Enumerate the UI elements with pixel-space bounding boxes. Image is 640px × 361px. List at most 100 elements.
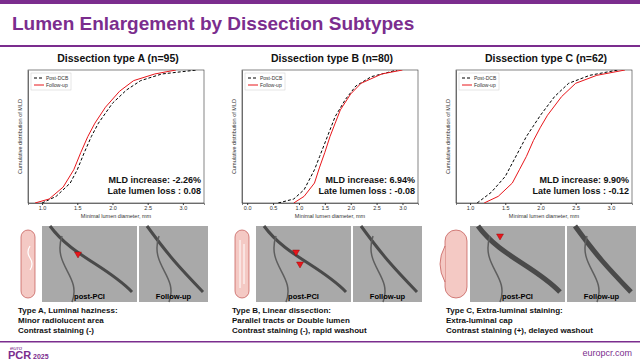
x-tick-label: 3.0: [399, 205, 407, 211]
y-axis: [456, 71, 457, 204]
image-label: post-PCI: [288, 292, 319, 301]
x-axis: 1.0 1.5 2.0 2.5 3.0: [457, 203, 633, 211]
legend-label: Post-DCB: [260, 75, 283, 81]
y-axis-line: [28, 71, 29, 204]
arrow-marker: [75, 252, 82, 258]
vessel-cartoon: [21, 230, 35, 298]
header-band: [0, 0, 640, 4]
legend-label: Follow-up: [474, 82, 496, 88]
vessel-detail: [28, 246, 32, 270]
vessel-cartoon: [445, 230, 467, 298]
legend-box: [245, 73, 285, 90]
caption-line: Contrast staining (-), rapid washout: [232, 326, 367, 335]
legend: Post-DCBFollow-up: [459, 73, 499, 90]
vessel-cartoon: [235, 230, 249, 298]
vessel-detail: [244, 244, 245, 284]
annotation: Late lumen loss : -0.08: [318, 186, 415, 196]
vessel-shadow: [488, 236, 502, 302]
legend-swatch: [462, 85, 472, 86]
angiogram-image: [42, 226, 137, 302]
chart-title: Dissection type B (n=80): [271, 52, 393, 64]
legend-label: Post-DCB: [46, 75, 69, 81]
caption-line: Minor radiolucent area: [18, 316, 104, 325]
vessel-shadow: [575, 226, 631, 292]
caption-line: Contrast staining (+), delayed washout: [446, 326, 593, 335]
x-tick-label: 2.0: [347, 205, 355, 211]
vessel-detail: [440, 246, 445, 282]
slide-title: Lumen Enlargement by Dissection Subtypes: [12, 13, 414, 34]
x-tick: 3.0: [608, 203, 616, 211]
chart-title: Dissection type A (n=95): [57, 52, 178, 64]
x-tick: 2.5: [572, 203, 580, 211]
y-axis-title: Cumulative distribution of MLD: [231, 99, 237, 174]
vessel-shadow: [60, 236, 74, 302]
x-tick: 2.5: [144, 203, 152, 211]
x-tick-label: 1.5: [74, 205, 82, 211]
arrow-marker: [297, 262, 304, 268]
legend-swatch: [34, 78, 44, 79]
chart-title: Dissection type C (n=62): [485, 52, 607, 64]
legend-label: Follow-up: [260, 82, 282, 88]
panel: post-PCIFollow-upType C, Extra-luminal s…: [440, 226, 636, 335]
x-tick-label: 1.5: [321, 205, 329, 211]
background: [0, 0, 640, 361]
x-tick: 2.0: [109, 203, 117, 211]
image-label: Follow-up: [370, 292, 406, 301]
image-label: Follow-up: [156, 292, 192, 301]
caption-line: Type C, Extra-luminal staining:: [446, 306, 563, 315]
x-tick-label: 1.5: [502, 205, 510, 211]
legend: Post-DCBFollow-up: [245, 73, 285, 90]
annotation: Late lumen loss : 0.08: [107, 186, 201, 196]
x-tick: 2.0: [537, 203, 545, 211]
y-axis: [242, 71, 243, 204]
legend-box: [31, 73, 71, 90]
x-tick-label: 2.0: [109, 205, 117, 211]
x-axis: 1.0 1.5 2.0 2.5 3.0: [29, 203, 205, 211]
footer-url: europcr.com: [582, 348, 632, 358]
x-tick: 1.0: [39, 203, 47, 211]
arrow-marker: [497, 234, 504, 240]
x-tick-label: 2.0: [537, 205, 545, 211]
legend-swatch: [248, 78, 258, 79]
vessel-shadow: [147, 226, 203, 292]
x-tick: 3.0: [180, 203, 188, 211]
image-label: post-PCI: [74, 292, 105, 301]
x-tick: 0.0: [244, 203, 252, 211]
legend-label: Follow-up: [46, 82, 68, 88]
angiogram-image: [353, 226, 422, 302]
x-tick-label: 2.5: [373, 205, 381, 211]
x-tick: 1.5: [502, 203, 510, 211]
slide: Lumen Enlargement by Dissection Subtypes…: [0, 0, 640, 361]
x-tick-label: 3.0: [608, 205, 616, 211]
x-axis-title: Minimal lumen diameter, mm: [509, 213, 580, 219]
x-axis-title: Minimal lumen diameter, mm: [295, 213, 366, 219]
x-tick-label: 0.0: [244, 205, 252, 211]
vessel-detail: [240, 240, 241, 288]
panel: post-PCIFollow-upType A, Luminal hazines…: [18, 226, 208, 335]
y-axis: [28, 71, 29, 204]
arrow-marker: [293, 250, 300, 256]
panel: post-PCIFollow-upType B, Linear dissecti…: [232, 226, 422, 335]
x-tick-label: 2.5: [144, 205, 152, 211]
annotation: Late lumen loss : -0.12: [532, 186, 629, 196]
x-tick: 2.5: [373, 203, 381, 211]
angiogram-image: [139, 226, 208, 302]
vessel-shadow: [274, 236, 288, 302]
header-rule: [0, 45, 640, 47]
vessel-shadow: [361, 226, 417, 292]
legend-label: Post-DCB: [474, 75, 497, 81]
chart: Dissection type B (n=80)0.00.51.01.52.02…: [231, 52, 419, 219]
x-tick-label: 2.5: [572, 205, 580, 211]
x-tick: 1.0: [467, 203, 475, 211]
plot-frame: [28, 70, 204, 203]
x-tick: 1.5: [74, 203, 82, 211]
x-axis: 0.00.51.01.52.02.53.0: [243, 203, 419, 211]
legend-swatch: [248, 85, 258, 86]
x-tick-label: 1.0: [467, 205, 475, 211]
legend-swatch: [462, 78, 472, 79]
x-tick-label: 3.0: [180, 205, 188, 211]
caption-line: Extra-luminal cap: [446, 316, 513, 325]
x-tick: 0.5: [270, 203, 278, 211]
legend: Post-DCBFollow-up: [31, 73, 71, 90]
x-tick: 2.0: [347, 203, 355, 211]
